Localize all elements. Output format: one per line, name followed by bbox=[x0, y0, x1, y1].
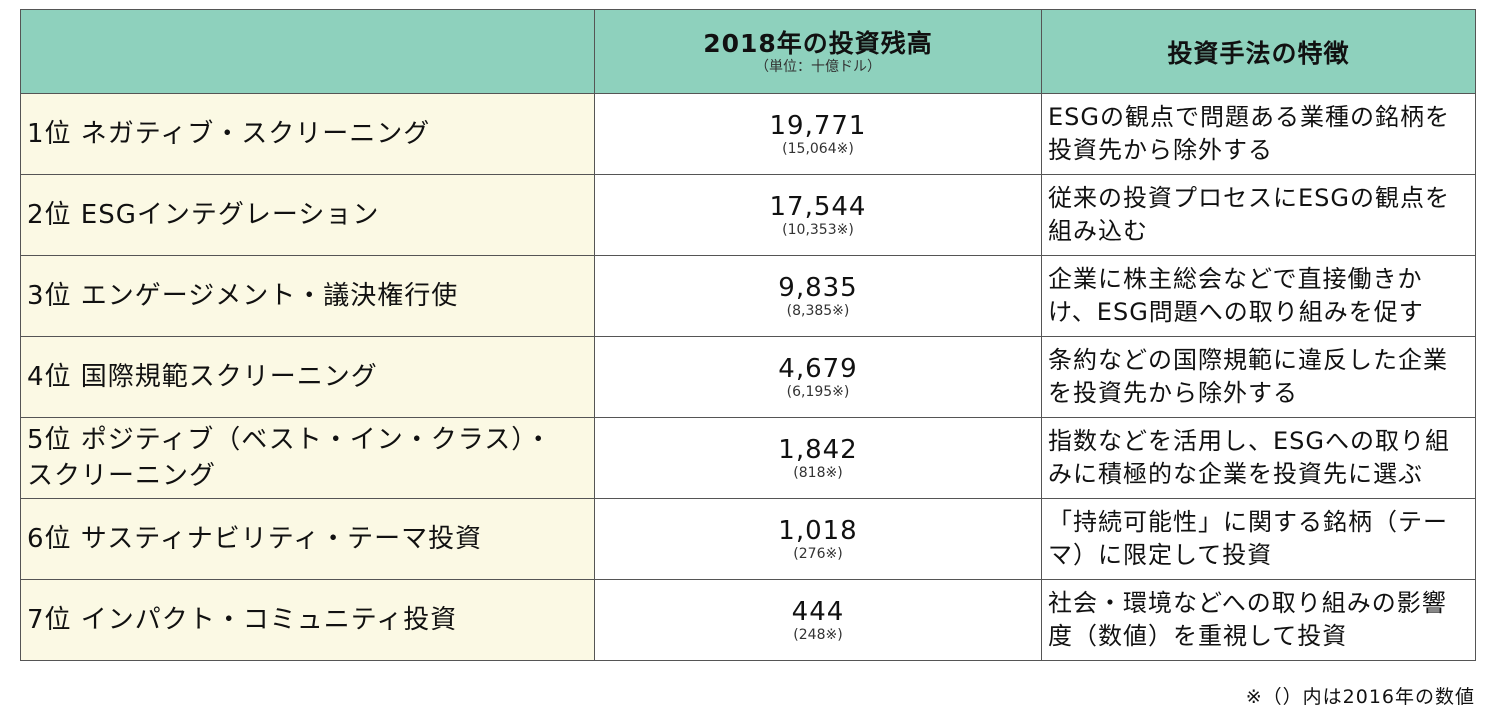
amount-2018: 444 bbox=[791, 597, 845, 627]
amount-cell: 1,842 (818※) bbox=[594, 417, 1042, 499]
table-row: 7位 インパクト・コミュニティ投資 444 (248※) 社会・環境などへの取り… bbox=[20, 579, 1476, 661]
header-amount-cell: 2018年の投資残高 （単位：十億ドル） bbox=[594, 9, 1042, 94]
amount-cell: 4,679 (6,195※) bbox=[594, 336, 1042, 418]
method-name: 3位 エンゲージメント・議決権行使 bbox=[20, 255, 595, 337]
amount-2018: 4,679 bbox=[778, 354, 858, 384]
table-row: 5位 ポジティブ（ベスト・イン・クラス）・スクリーニング 1,842 (818※… bbox=[20, 417, 1476, 499]
method-description: 指数などを活用し、ESGへの取り組みに積極的な企業を投資先に選ぶ bbox=[1041, 417, 1476, 499]
table-row: 6位 サスティナビリティ・テーマ投資 1,018 (276※) 「持続可能性」に… bbox=[20, 498, 1476, 580]
table-row: 2位 ESGインテグレーション 17,544 (10,353※) 従来の投資プロ… bbox=[20, 174, 1476, 256]
amount-2016: (276※) bbox=[793, 546, 843, 562]
method-name: 5位 ポジティブ（ベスト・イン・クラス）・スクリーニング bbox=[20, 417, 595, 499]
table-row: 4位 国際規範スクリーニング 4,679 (6,195※) 条約などの国際規範に… bbox=[20, 336, 1476, 418]
table-row: 3位 エンゲージメント・議決権行使 9,835 (8,385※) 企業に株主総会… bbox=[20, 255, 1476, 337]
amount-2018: 9,835 bbox=[778, 273, 858, 303]
method-name: 2位 ESGインテグレーション bbox=[20, 174, 595, 256]
amount-2016: (248※) bbox=[793, 627, 843, 643]
method-name: 4位 国際規範スクリーニング bbox=[20, 336, 595, 418]
amount-2016: (8,385※) bbox=[786, 303, 850, 319]
header-desc-title: 投資手法の特徴 bbox=[1167, 38, 1350, 68]
header-desc-cell: 投資手法の特徴 bbox=[1041, 9, 1476, 94]
amount-cell: 9,835 (8,385※) bbox=[594, 255, 1042, 337]
amount-2018: 19,771 bbox=[769, 111, 867, 141]
footnote: ※（）内は2016年の数値 bbox=[1245, 686, 1475, 708]
esg-investment-table: 2018年の投資残高 （単位：十億ドル） 投資手法の特徴 1位 ネガティブ・スク… bbox=[20, 9, 1476, 661]
method-name: 1位 ネガティブ・スクリーニング bbox=[20, 93, 595, 175]
method-description: 社会・環境などへの取り組みの影響度（数値）を重視して投資 bbox=[1041, 579, 1476, 661]
method-description: 「持続可能性」に関する銘柄（テーマ）に限定して投資 bbox=[1041, 498, 1476, 580]
method-description: 従来の投資プロセスにESGの観点を組み込む bbox=[1041, 174, 1476, 256]
amount-2018: 17,544 bbox=[769, 192, 867, 222]
method-description: 条約などの国際規範に違反した企業を投資先から除外する bbox=[1041, 336, 1476, 418]
table-header-row: 2018年の投資残高 （単位：十億ドル） 投資手法の特徴 bbox=[20, 9, 1476, 94]
amount-2016: (10,353※) bbox=[782, 222, 854, 238]
amount-cell: 1,018 (276※) bbox=[594, 498, 1042, 580]
method-name: 6位 サスティナビリティ・テーマ投資 bbox=[20, 498, 595, 580]
amount-cell: 17,544 (10,353※) bbox=[594, 174, 1042, 256]
method-name: 7位 インパクト・コミュニティ投資 bbox=[20, 579, 595, 661]
header-amount-title: 2018年の投資残高 bbox=[703, 28, 933, 58]
amount-2018: 1,842 bbox=[778, 435, 858, 465]
amount-2016: (818※) bbox=[793, 465, 843, 481]
amount-2016: (6,195※) bbox=[786, 384, 850, 400]
amount-2018: 1,018 bbox=[778, 516, 858, 546]
header-amount-unit: （単位：十億ドル） bbox=[755, 58, 881, 75]
method-description: ESGの観点で問題ある業種の銘柄を投資先から除外する bbox=[1041, 93, 1476, 175]
amount-cell: 19,771 (15,064※) bbox=[594, 93, 1042, 175]
header-empty-cell bbox=[20, 9, 595, 94]
table-row: 1位 ネガティブ・スクリーニング 19,771 (15,064※) ESGの観点… bbox=[20, 93, 1476, 175]
amount-2016: (15,064※) bbox=[782, 141, 854, 157]
amount-cell: 444 (248※) bbox=[594, 579, 1042, 661]
method-description: 企業に株主総会などで直接働きかけ、ESG問題への取り組みを促す bbox=[1041, 255, 1476, 337]
